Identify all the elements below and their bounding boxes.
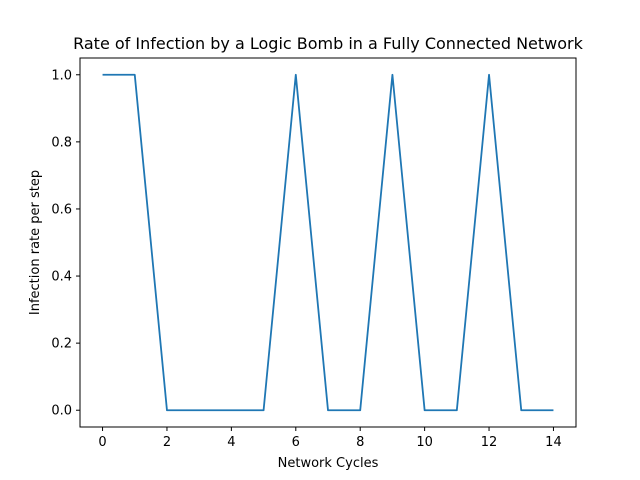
series-line xyxy=(102,73,554,412)
y-tick-label: 0.6 xyxy=(51,202,72,217)
series-layer xyxy=(102,73,554,412)
x-tick-label: 4 xyxy=(227,435,235,450)
x-axis-label: Network Cycles xyxy=(278,456,379,471)
y-axis-ticks: 0.0 0.2 0.4 0.6 0.8 1.0 xyxy=(51,68,80,419)
x-tick-label: 2 xyxy=(163,435,171,450)
x-tick-label: 10 xyxy=(416,435,433,450)
y-tick-label: 0.8 xyxy=(51,135,72,150)
x-tick-label: 0 xyxy=(98,435,106,450)
y-axis-label: Infection rate per step xyxy=(28,170,43,315)
x-tick-label: 6 xyxy=(292,435,300,450)
x-tick-label: 14 xyxy=(545,435,562,450)
y-tick-label: 1.0 xyxy=(51,68,72,83)
y-tick-label: 0.0 xyxy=(51,404,72,419)
x-axis-ticks: 0 2 4 6 8 10 12 14 xyxy=(98,427,562,450)
x-tick-label: 12 xyxy=(481,435,498,450)
y-tick-label: 0.2 xyxy=(51,337,72,352)
axes-frame xyxy=(79,57,577,428)
x-tick-label: 8 xyxy=(356,435,364,450)
plot-area: 0 2 4 6 8 10 12 14 0.0 0.2 0.4 0.6 0.8 1.0 xyxy=(51,57,577,450)
chart-title: Rate of Infection by a Logic Bomb in a F… xyxy=(73,34,584,53)
y-tick-label: 0.4 xyxy=(51,270,72,285)
